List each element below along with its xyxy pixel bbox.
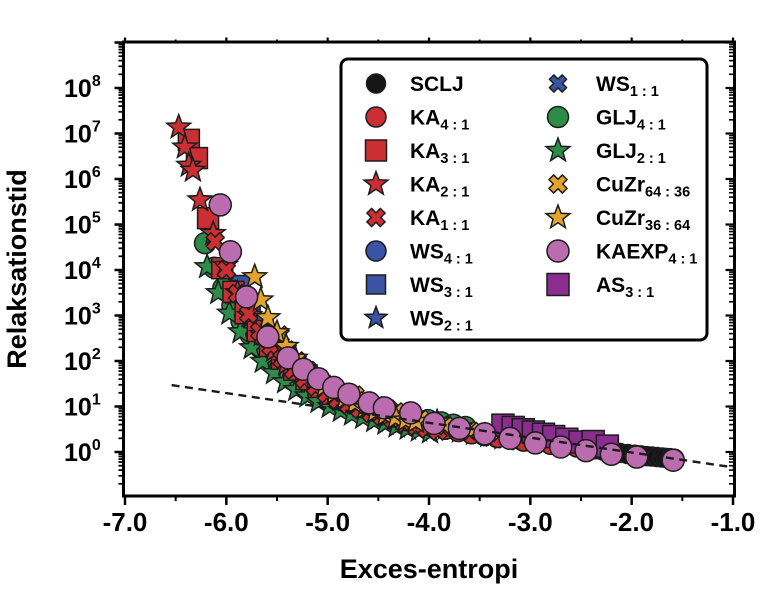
x-axis-title: Exces-entropi (340, 554, 519, 584)
marker-star (363, 304, 389, 330)
marker-circle (498, 426, 522, 451)
x-tick-label: -6.0 (204, 507, 249, 537)
marker-xcross (548, 174, 568, 194)
marker-circle (546, 239, 570, 263)
marker-star (362, 169, 390, 196)
legend-item-label: KA1 : 1 (410, 207, 469, 234)
marker-circle (208, 193, 233, 217)
marker-circle (546, 105, 570, 129)
marker-square (546, 272, 570, 297)
data-points (164, 112, 685, 472)
marker-xcross (205, 231, 226, 252)
y-tick-label: 107 (64, 119, 101, 149)
y-tick-label: 102 (64, 346, 101, 376)
marker-square (364, 139, 388, 162)
legend-item-label: AS3 : 1 (596, 274, 654, 301)
series-KAEXP4:1 (208, 193, 685, 472)
legend-item-CuZr64:36: CuZr64 : 36 (548, 174, 690, 201)
marker-star (253, 303, 282, 330)
plot-frame (122, 40, 736, 498)
legend-item-KAEXP4:1: KAEXP4 : 1 (546, 239, 697, 268)
x-tick-label: -4.0 (407, 507, 452, 537)
marker-circle (472, 422, 497, 446)
marker-circle (234, 285, 259, 309)
legend-item-label: CuZr36 : 64 (596, 207, 690, 234)
legend-item-KA3:1: KA3 : 1 (364, 139, 469, 167)
legend-item-label: KA3 : 1 (410, 140, 469, 167)
marker-circle (599, 442, 624, 467)
marker-star (240, 262, 269, 289)
marker-xcross (548, 74, 568, 93)
legend-item-AS3:1: AS3 : 1 (546, 272, 654, 301)
marker-circle (624, 445, 649, 469)
marker-circle (365, 106, 387, 128)
y-tick-label: 101 (64, 392, 101, 422)
marker-star (178, 155, 207, 183)
legend-item-CuZr36:64: CuZr36 : 64 (544, 202, 690, 234)
x-tick-label: -7.0 (103, 507, 148, 537)
marker-circle (372, 396, 397, 420)
legend-item-label: GLJ4 : 1 (596, 107, 666, 134)
legend-item-GLJ2:1: GLJ2 : 1 (544, 135, 666, 167)
marker-star (544, 135, 572, 163)
legend-item-WS3:1: WS3 : 1 (365, 274, 473, 301)
legend-item-WS2:1: WS2 : 1 (363, 304, 473, 335)
legend-item-label: GLJ2 : 1 (596, 140, 666, 167)
legend-box: SCLJ KA4 : 1 KA3 : 1 KA2 : 1 KA1 : 1 WS4 : 1 W… (339, 57, 709, 342)
marker-circle (422, 411, 446, 436)
x-tick-label: -1.0 (711, 507, 756, 537)
marker-circle (256, 325, 280, 349)
legend-item-label: WS3 : 1 (410, 274, 473, 301)
y-tick-label: 103 (64, 301, 101, 331)
trend-line (171, 383, 735, 469)
y-tick-label: 100 (64, 437, 101, 467)
legend-item-label: WS2 : 1 (410, 308, 473, 335)
marker-circle (365, 240, 387, 262)
marker-square (365, 274, 387, 295)
legend-item-KA4:1: KA4 : 1 (365, 106, 469, 134)
legend-item-KA2:1: KA2 : 1 (362, 169, 469, 201)
marker-circle (218, 240, 243, 264)
y-tick-label: 108 (64, 73, 101, 103)
marker-xcross (216, 260, 237, 280)
legend-item-label: WS4 : 1 (410, 241, 473, 268)
y-tick-label: 104 (64, 255, 101, 285)
marker-xcross (366, 207, 386, 228)
x-tick-label: -2.0 (609, 507, 654, 537)
legend-item-WS1:1: WS1 : 1 (548, 73, 659, 100)
y-tick-label: 106 (64, 164, 101, 194)
y-axis-title: Relaksationstid (2, 169, 32, 369)
marker-star (164, 112, 193, 139)
legend-item-label: KA2 : 1 (410, 174, 469, 201)
legend-item-WS4:1: WS4 : 1 (365, 240, 473, 268)
marker-star (170, 132, 199, 159)
y-tick-label: 105 (64, 210, 101, 240)
legend-item-label: WS1 : 1 (596, 73, 659, 100)
dashed-trend-line (171, 383, 735, 469)
legend-item-label: SCLJ (410, 73, 464, 96)
legend-item-KA1:1: KA1 : 1 (366, 207, 469, 234)
x-tick-label: -3.0 (508, 507, 553, 537)
marker-star (544, 202, 572, 230)
legend-item-label: CuZr64 : 36 (596, 174, 690, 201)
legend-item-label: KAEXP4 : 1 (596, 241, 697, 268)
marker-circle (365, 73, 387, 94)
legend-item-GLJ4:1: GLJ4 : 1 (546, 105, 666, 134)
axis-tick-labels: -7.0 -6.0 -5.0 -4.0 -3.0 -2.0 -1.0 100 101 102 103… (64, 73, 755, 537)
marker-circle (548, 435, 573, 459)
legend-frame (339, 57, 709, 342)
legend-item-label: KA4 : 1 (410, 107, 469, 134)
legend-item-SCLJ: SCLJ (365, 73, 464, 96)
marker-circle (574, 438, 598, 463)
x-tick-label: -5.0 (305, 507, 350, 537)
marker-star (186, 185, 214, 212)
marker-circle (523, 431, 548, 455)
marker-circle (337, 382, 361, 406)
